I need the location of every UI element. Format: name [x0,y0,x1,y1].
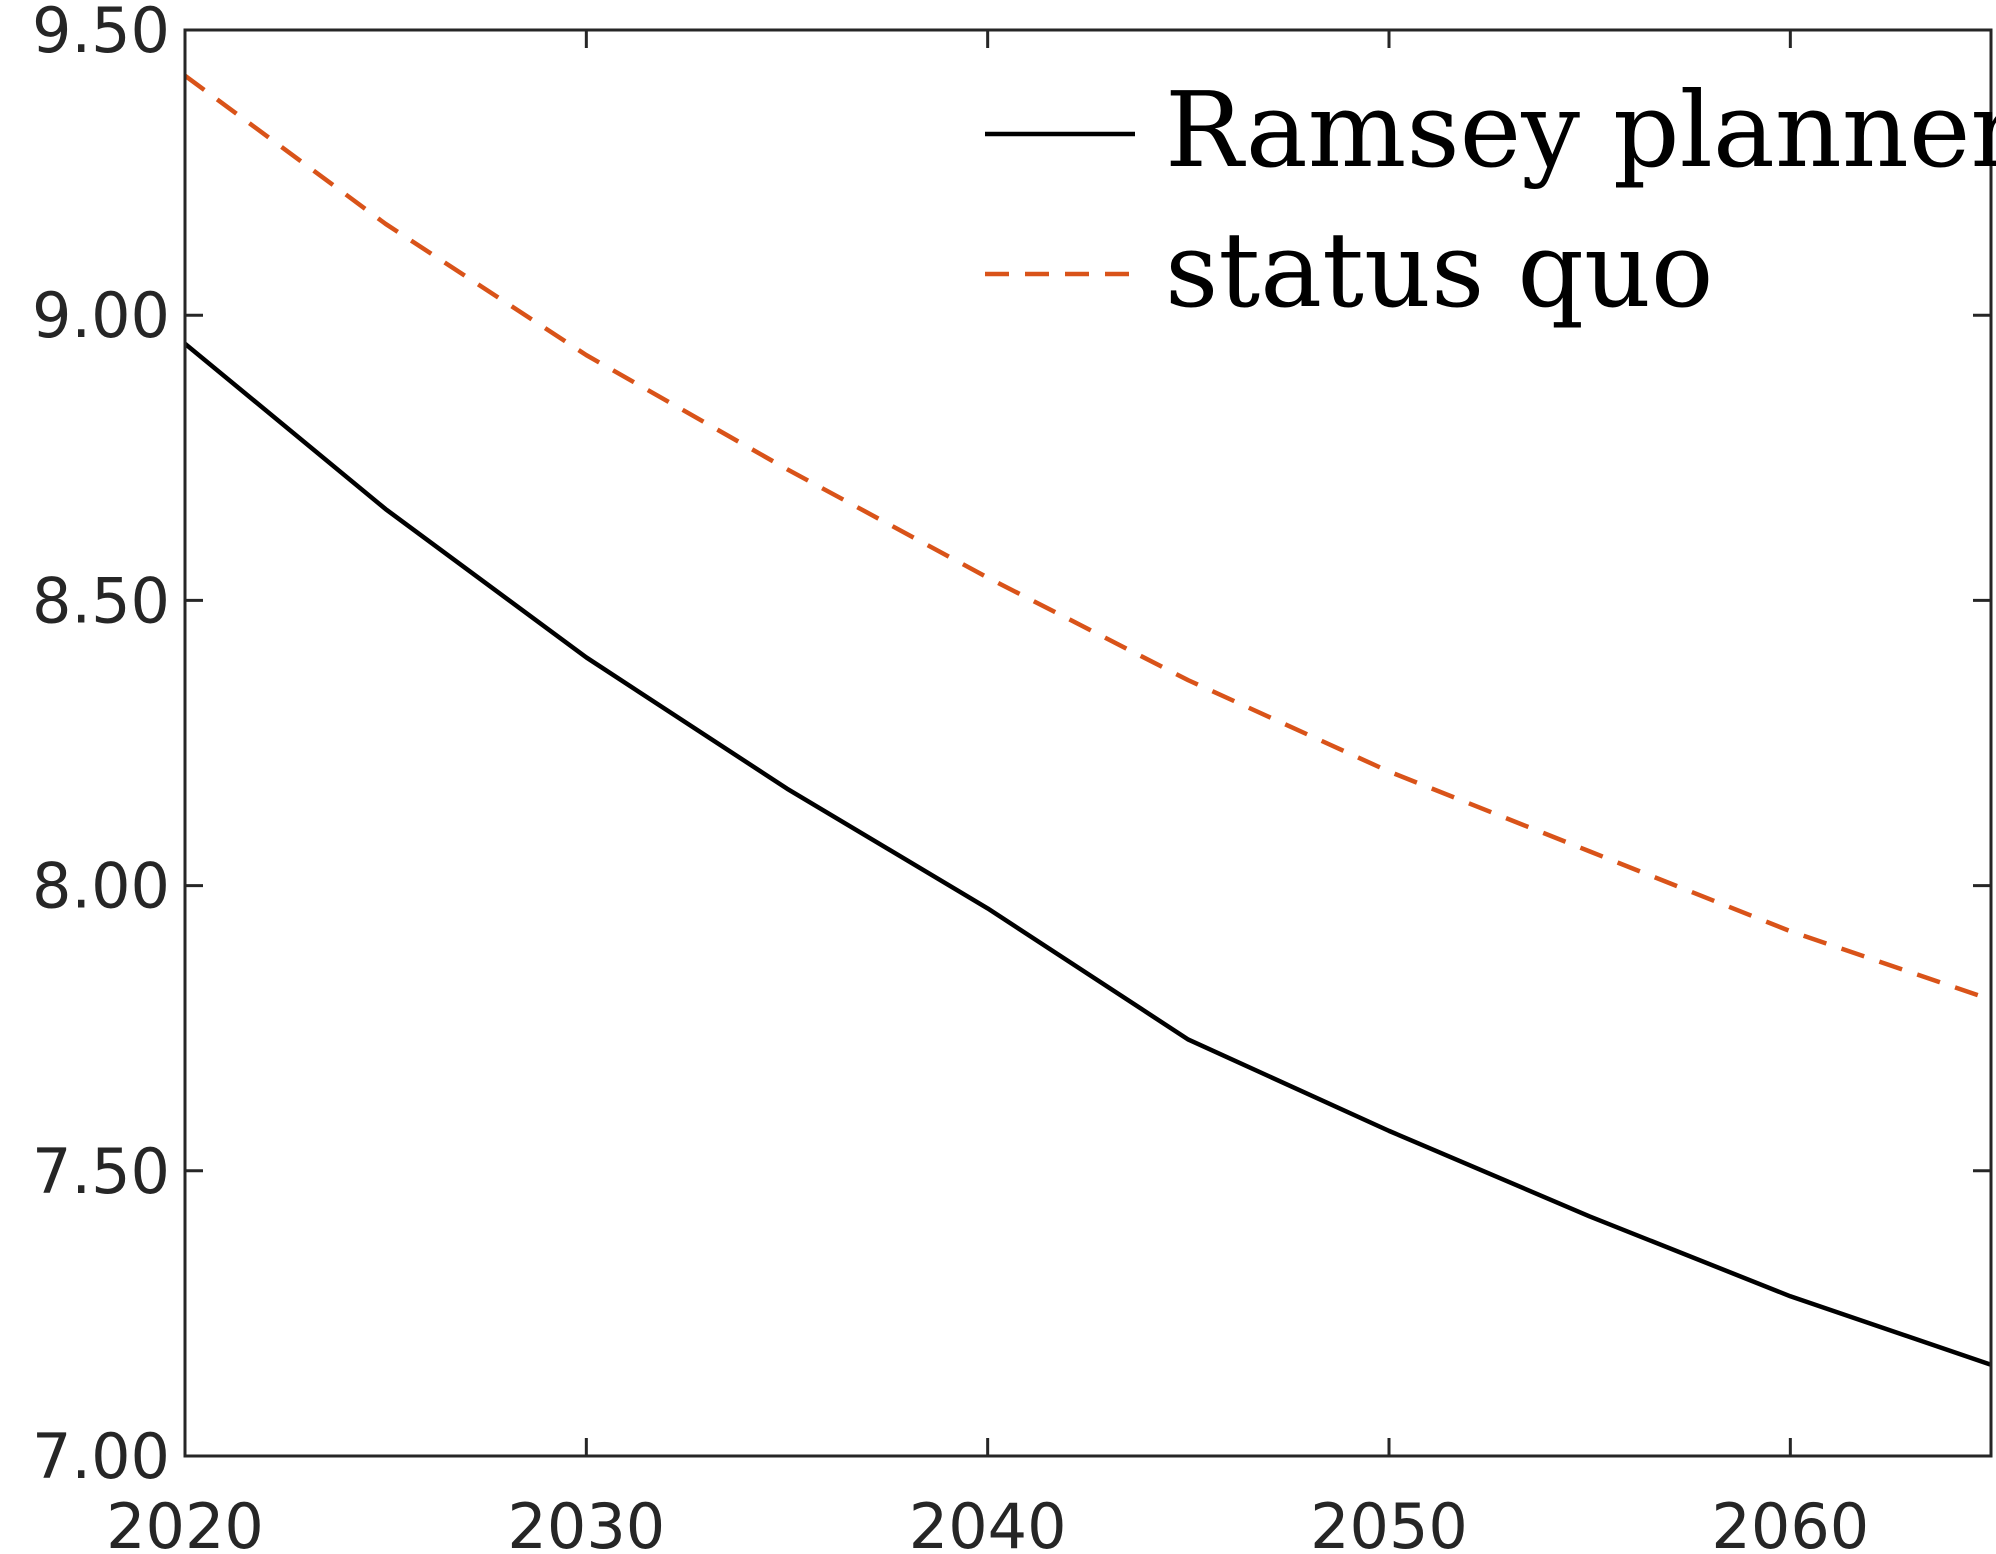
x-tick-label: 2060 [1711,1490,1869,1554]
x-tick-label: 2020 [106,1490,264,1554]
plot-area [185,30,1991,1456]
x-tick-label: 2050 [1310,1490,1468,1554]
x-tick-labels: 2020 2030 2040 2050 2060 [106,1490,1869,1554]
legend-entry-label: status quo [1165,209,1714,331]
x-tick-label: 2040 [909,1490,1067,1554]
y-tick-labels: 7.00 7.50 8.00 8.50 9.00 9.50 [32,0,170,1493]
axes-frame [183,28,1993,1458]
y-tick-label: 7.00 [32,1420,170,1493]
y-tick-label: 8.50 [32,564,170,637]
series-line-ramsey-planner [183,341,1992,1367]
y-tick-label: 7.50 [32,1135,170,1208]
legend-entry-label: Ramsey planner [1165,69,1996,191]
y-tick-label: 9.50 [32,0,170,67]
y-tick-label: 8.00 [32,850,170,923]
y-tick-label: 9.00 [32,279,170,352]
series-layer [183,73,1992,1367]
x-tick-label: 2030 [507,1490,665,1554]
series-line-status-quo [183,73,1992,1002]
legend: Ramsey planner status quo [985,69,1996,331]
